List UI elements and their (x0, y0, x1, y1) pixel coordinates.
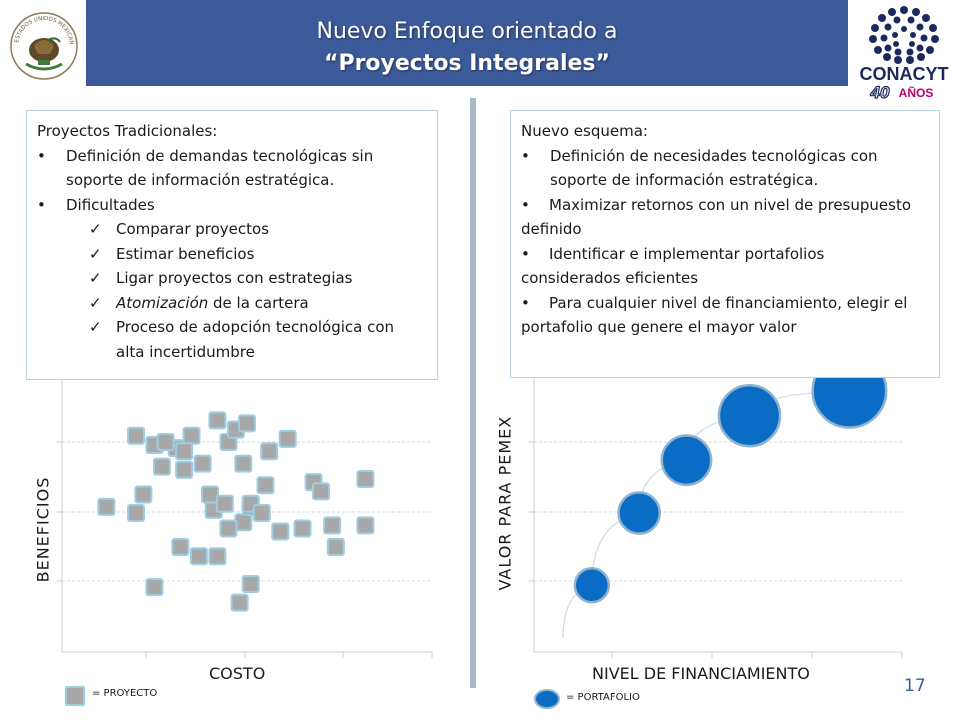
project-marker-19 (175, 460, 194, 479)
project-marker-20 (234, 513, 253, 532)
project-marker-12 (193, 454, 212, 473)
project-marker-27 (278, 429, 297, 448)
project-marker-11 (156, 432, 175, 451)
project-marker-0 (97, 497, 116, 516)
page-number: 17 (904, 676, 926, 696)
center-divider (470, 98, 476, 688)
project-marker-38 (356, 470, 375, 489)
title-line-1: Nuevo Enfoque orientado a (316, 19, 618, 44)
project-marker-2 (171, 537, 190, 556)
conacyt-anos: AÑOS (899, 85, 934, 100)
bullet-dot-icon: • (37, 146, 46, 165)
checkmark-icon: ✓ (89, 244, 102, 263)
checkmark-icon: ✓ (89, 293, 102, 312)
new-scheme-bullet-4: • Para cualquier nivel de financiamiento,… (521, 291, 927, 340)
project-marker-32 (293, 519, 312, 538)
difficulty-item-4: ✓ Atomización de la cartera (37, 291, 425, 316)
difficulty-item-5: ✓ Proceso de adopción tecnológica con al… (37, 315, 425, 364)
bullet-dot-icon: • (37, 195, 46, 214)
new-scheme-bullet-3: • Identificar e implementar portafolios c… (521, 242, 927, 291)
x-axis-label-costo: COSTO (209, 664, 266, 683)
project-marker-9 (182, 426, 201, 445)
checkmark-icon: ✓ (89, 318, 102, 336)
atomizacion-word: Atomización (116, 293, 209, 312)
new-scheme-heading: Nuevo esquema: (521, 122, 648, 140)
project-marker-35 (323, 516, 342, 535)
project-marker-24 (234, 454, 253, 473)
conacyt-name: CONACYT (860, 64, 949, 84)
y-axis-label-valor: VALOR PARA PEMEX (495, 415, 515, 591)
conacyt-logo-icon: CONACYT 40 AÑOS (860, 6, 949, 102)
portfolio-marker-3 (717, 383, 782, 448)
mexican-seal-icon: ESTADOS UNIDOS MEXICANOS (8, 6, 78, 80)
legend-project-label: = PROYECTO (92, 688, 158, 699)
project-marker-15 (208, 411, 227, 430)
project-marker-28 (260, 442, 279, 461)
efficient-frontier-curve (562, 390, 850, 639)
difficulty-item-1: ✓ Comparar proyectos (37, 217, 425, 242)
project-marker-41 (230, 593, 249, 612)
project-marker-16 (238, 414, 256, 433)
project-marker-37 (356, 516, 375, 535)
project-marker-30 (252, 504, 271, 522)
traditional-projects-box: Proyectos Tradicionales: • Definición de… (26, 110, 438, 380)
project-marker-10 (175, 442, 194, 461)
traditional-bullet-2: • Dificultades (37, 193, 425, 218)
y-axis-label-beneficios: BENEFICIOS (33, 476, 53, 583)
new-scheme-bullet-1: • Definición de necesidades tecnológicas… (521, 144, 927, 193)
checkmark-icon: ✓ (89, 220, 102, 238)
bullet-dot-icon: • (521, 293, 530, 312)
x-axis-label-financiamiento: NIVEL DE FINANCIAMIENTO (592, 664, 810, 683)
legend-project-swatch (65, 686, 85, 706)
traditional-heading: Proyectos Tradicionales: (37, 122, 218, 140)
project-marker-34 (312, 482, 330, 501)
legend-portfolio-label: = PORTAFOLIO (566, 692, 640, 703)
project-marker-22 (219, 519, 238, 538)
portfolio-marker-1 (617, 491, 661, 535)
project-marker-7 (152, 457, 171, 476)
project-marker-36 (326, 537, 345, 556)
project-marker-31 (271, 522, 290, 541)
project-marker-1 (127, 504, 145, 522)
difficulty-item-3: ✓ Ligar proyectos con estrategias (37, 266, 425, 291)
title-line-2: “Proyectos Integrales” (324, 51, 610, 76)
checkmark-icon: ✓ (89, 269, 102, 287)
project-marker-4 (127, 426, 145, 445)
project-marker-40 (189, 547, 208, 566)
new-scheme-bullet-2: • Maximizar retornos con un nivel de pres… (521, 193, 927, 242)
bullet-dot-icon: • (521, 146, 530, 165)
project-marker-26 (256, 476, 275, 495)
difficulty-item-2: ✓ Estimar beneficios (37, 242, 425, 267)
portfolio-marker-2 (660, 434, 713, 487)
project-marker-5 (134, 485, 153, 504)
conacyt-years: 40 (870, 83, 890, 102)
new-scheme-box: Nuevo esquema: • Definición de necesidad… (510, 110, 940, 378)
bullet-dot-icon: • (521, 195, 530, 214)
project-marker-39 (145, 578, 164, 597)
portfolio-marker-0 (573, 567, 611, 604)
project-marker-25 (241, 575, 260, 594)
traditional-bullet-1: • Definición de demandas tecnológicas si… (37, 144, 425, 193)
slide-title: Nuevo Enfoque orientado a “Proyectos Int… (86, 0, 848, 86)
project-marker-21 (215, 494, 234, 513)
conacyt-dots-icon (869, 6, 939, 64)
project-marker-18 (201, 485, 219, 504)
project-marker-3 (208, 547, 227, 566)
legend-portfolio-swatch (534, 689, 560, 709)
bullet-dot-icon: • (521, 244, 530, 263)
